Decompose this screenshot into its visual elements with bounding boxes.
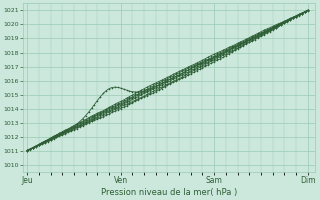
X-axis label: Pression niveau de la mer( hPa ): Pression niveau de la mer( hPa ) [101,188,237,197]
